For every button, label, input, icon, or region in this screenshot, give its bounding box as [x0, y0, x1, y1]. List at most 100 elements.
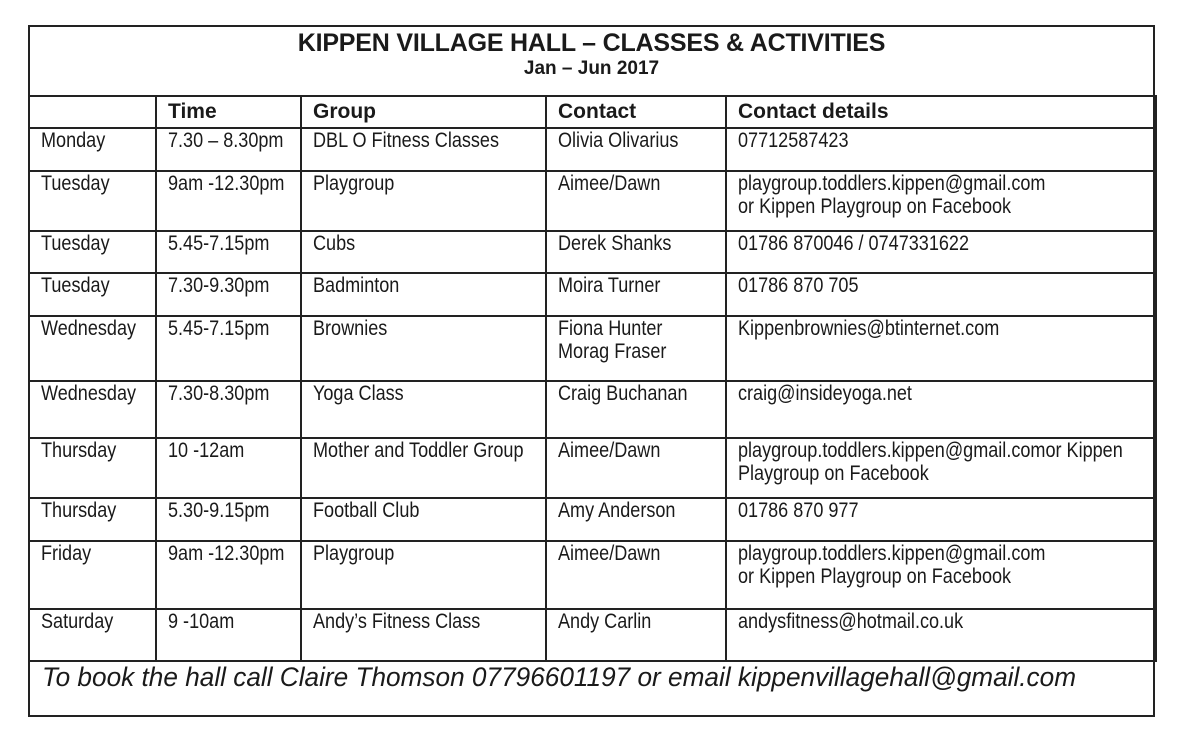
time-cell: 9 -10am — [155, 608, 302, 662]
time-cell: 9am -12.30pm — [155, 540, 302, 610]
day-text: Tuesday — [41, 274, 110, 297]
details-text: or Kippen Playgroup on Facebook — [738, 565, 1012, 588]
table-row: Tuesday 9am -12.30pm Playgroup Aimee/Dawn pl… — [28, 170, 1157, 232]
details-text: playgroup.toddlers.kippen@gmail.com — [738, 172, 1046, 195]
details-text: or Kippen Playgroup on Facebook — [738, 195, 1012, 218]
table-row: Thursday 5.30-9.15pm Football Club Amy Ande… — [28, 497, 1157, 542]
time-text: 5.30-9.15pm — [168, 499, 270, 522]
time-text: 7.30 – 8.30pm — [168, 129, 284, 152]
table-row: Monday 7.30 – 8.30pm DBL O Fitness Classes… — [28, 127, 1157, 172]
time-text: 9am -12.30pm — [168, 172, 285, 195]
column-header — [28, 95, 157, 129]
day-cell: Wednesday — [28, 380, 157, 439]
details-cell: 07712587423 — [725, 127, 1157, 172]
schedule-sheet: KIPPEN VILLAGE HALL – CLASSES & ACTIVITI… — [28, 25, 1157, 717]
details-text: 01786 870 705 — [738, 274, 859, 297]
group-text: Yoga Class — [313, 382, 404, 405]
booking-footer: To book the hall call Claire Thomson 077… — [30, 660, 1153, 715]
day-text: Tuesday — [41, 232, 110, 255]
time-cell: 7.30 – 8.30pm — [155, 127, 302, 172]
time-text: 5.45-7.15pm — [168, 317, 270, 340]
group-text: Andy’s Fitness Class — [313, 610, 481, 633]
details-text: playgroup.toddlers.kippen@gmail.comor Ki… — [738, 439, 1123, 462]
day-cell: Tuesday — [28, 272, 157, 317]
group-cell: Mother and Toddler Group — [300, 437, 547, 499]
details-cell: 01786 870 977 — [725, 497, 1157, 542]
day-cell: Thursday — [28, 437, 157, 499]
day-cell: Friday — [28, 540, 157, 610]
booking-text: To book the hall call Claire Thomson 077… — [42, 662, 1077, 692]
contact-cell: Amy Anderson — [545, 497, 727, 542]
group-text: Badminton — [313, 274, 400, 297]
group-text: Playgroup — [313, 542, 395, 565]
contact-cell: Olivia Olivarius — [545, 127, 727, 172]
details-cell: 01786 870 705 — [725, 272, 1157, 317]
day-cell: Tuesday — [28, 230, 157, 274]
contact-text: Moira Turner — [558, 274, 661, 297]
time-text: 9am -12.30pm — [168, 542, 285, 565]
day-text: Saturday — [41, 610, 114, 633]
day-cell: Tuesday — [28, 170, 157, 232]
group-text: Football Club — [313, 499, 420, 522]
group-text: DBL O Fitness Classes — [313, 129, 500, 152]
time-cell: 7.30-9.30pm — [155, 272, 302, 317]
header-row: Time Group Contact Contact details — [28, 95, 1157, 129]
group-cell: Football Club — [300, 497, 547, 542]
group-text: Cubs — [313, 232, 356, 255]
table-row: Friday 9am -12.30pm Playgroup Aimee/Dawn pla… — [28, 540, 1157, 610]
details-text: Playgroup on Facebook — [738, 462, 929, 485]
details-cell: andysfitness@hotmail.co.uk — [725, 608, 1157, 662]
table-row: Tuesday 7.30-9.30pm Badminton Moira Turner 0… — [28, 272, 1157, 317]
day-text: Thursday — [41, 439, 117, 462]
details-cell: playgroup.toddlers.kippen@gmail.comor Ki… — [725, 437, 1157, 499]
column-header: Time — [155, 95, 302, 129]
time-cell: 7.30-8.30pm — [155, 380, 302, 439]
contact-text: Craig Buchanan — [558, 382, 688, 405]
schedule-table: Time Group Contact Contact details Monday 7.3… — [28, 95, 1157, 662]
time-text: 7.30-8.30pm — [168, 382, 270, 405]
day-text: Thursday — [41, 499, 117, 522]
time-text: 7.30-9.30pm — [168, 274, 270, 297]
group-cell: Yoga Class — [300, 380, 547, 439]
contact-text: Derek Shanks — [558, 232, 672, 255]
contact-cell: Derek Shanks — [545, 230, 727, 274]
day-cell: Thursday — [28, 497, 157, 542]
details-text: Kippenbrownies@btinternet.com — [738, 317, 1000, 340]
group-cell: Andy’s Fitness Class — [300, 608, 547, 662]
details-text: 01786 870046 / 0747331622 — [738, 232, 970, 255]
contact-cell: Aimee/Dawn — [545, 170, 727, 232]
contact-cell: Andy Carlin — [545, 608, 727, 662]
contact-cell: Moira Turner — [545, 272, 727, 317]
details-text: craig@insideyoga.net — [738, 382, 912, 405]
table-row: Thursday 10 -12am Mother and Toddler Group… — [28, 437, 1157, 499]
time-cell: 10 -12am — [155, 437, 302, 499]
day-text: Wednesday — [41, 382, 137, 405]
time-text: 10 -12am — [168, 439, 245, 462]
column-header: Contact details — [725, 95, 1157, 129]
group-cell: Brownies — [300, 315, 547, 382]
group-cell: Badminton — [300, 272, 547, 317]
details-cell: craig@insideyoga.net — [725, 380, 1157, 439]
contact-text: Andy Carlin — [558, 610, 652, 633]
details-text: andysfitness@hotmail.co.uk — [738, 610, 964, 633]
details-text: 07712587423 — [738, 129, 849, 152]
day-text: Tuesday — [41, 172, 110, 195]
group-text: Playgroup — [313, 172, 395, 195]
contact-text: Aimee/Dawn — [558, 172, 661, 195]
time-cell: 5.45-7.15pm — [155, 315, 302, 382]
day-text: Wednesday — [41, 317, 137, 340]
time-text: 9 -10am — [168, 610, 235, 633]
group-cell: Cubs — [300, 230, 547, 274]
day-cell: Wednesday — [28, 315, 157, 382]
time-text: 5.45-7.15pm — [168, 232, 270, 255]
day-text: Friday — [41, 542, 92, 565]
contact-text: Amy Anderson — [558, 499, 676, 522]
details-cell: 01786 870046 / 0747331622 — [725, 230, 1157, 274]
time-cell: 5.30-9.15pm — [155, 497, 302, 542]
details-cell: Kippenbrownies@btinternet.com — [725, 315, 1157, 382]
table-row: Saturday 9 -10am Andy’s Fitness Class Andy … — [28, 608, 1157, 662]
group-text: Mother and Toddler Group — [313, 439, 524, 462]
page-title: KIPPEN VILLAGE HALL – CLASSES & ACTIVITI… — [297, 29, 886, 57]
